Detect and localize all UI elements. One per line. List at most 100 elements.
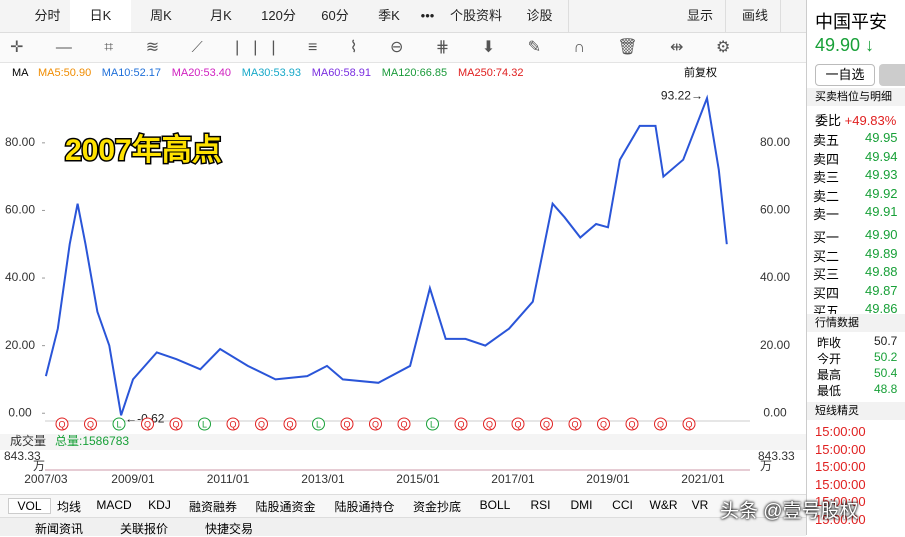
event-marker [625,417,639,431]
order-price: 49.94 [865,148,898,164]
order-row: 买二 49.89 [807,246,905,265]
tab[interactable]: 日K [70,0,132,32]
ma-label: MA [12,67,29,79]
indicator-tab[interactable]: 陆股通持仓 [334,500,395,514]
tab[interactable]: 显示 [675,0,726,32]
indicator-tab[interactable]: W&R [649,498,678,512]
indicator-tab[interactable]: 陆股通资金 [255,500,316,514]
ma-item: MA30:53.93 [241,67,302,79]
event-marker-label: Q [543,419,550,429]
tab[interactable]: ••• [414,0,442,32]
indicator-tab[interactable]: KDJ [148,498,171,512]
volume-header [0,434,806,450]
order-row: 买三 49.88 [807,264,905,283]
tab[interactable]: 分时 [25,0,71,32]
indicator-tab[interactable]: VR [691,498,709,512]
bottom-tab[interactable]: 快捷交易 [205,522,254,536]
watch-button[interactable]: 一自选 [815,64,875,86]
event-marker-label: Q [172,419,179,429]
volume-unit: 万 [33,459,45,473]
order-label: 卖一 [813,207,840,222]
event-marker-label: Q [58,419,65,429]
order-row: 卖三 49.93 [807,167,905,186]
order-label: 卖三 [813,170,840,185]
event-marker-label: Q [628,419,635,429]
x-tick-label: 2015/01 [396,472,440,486]
indicator-tab[interactable]: VOL [8,498,51,514]
tab[interactable]: 个股资料 [441,0,512,32]
tab[interactable]: 诊股 [511,0,569,32]
indicator-tab[interactable]: MACD [96,498,132,512]
ma-item: MA60:58.91 [311,67,372,79]
order-label: 卖四 [813,151,840,167]
order-row: 卖五 49.95 [807,130,905,149]
ma-item: MA120:66.85 [381,67,448,79]
order-price: 49.93 [865,167,898,182]
event-marker [312,417,325,431]
event-marker [84,417,97,431]
event-marker-label: Q [514,419,521,429]
stat-value: 50.2 [874,350,898,364]
event-marker [369,417,382,431]
indicator-tab[interactable]: 均线 [56,500,81,514]
order-price: 49.86 [865,301,898,316]
event-marker-label: Q [685,419,692,429]
event-marker [654,417,667,431]
order-row: 买一 49.90 [807,227,905,246]
volume-label: 成交量 [10,433,46,448]
ratio-label: 委比 [815,113,842,128]
indicator-tab[interactable]: RSI [530,498,551,512]
ma-item: MA20:53.40 [171,67,232,79]
event-marker-label: Q [486,419,493,429]
order-row: 卖二 49.92 [807,186,905,205]
bottom-tab[interactable]: 关联报价 [120,522,169,536]
stock-name: 中国平安 [815,12,887,32]
order-row: 卖一 49.91 [807,204,905,223]
indicator-tab[interactable]: BOLL [479,498,511,512]
indicator-tab[interactable]: DMI [570,498,593,512]
event-marker-label: Q [87,419,94,429]
event-marker [682,417,696,431]
y-tick-label-right: 40.00 [760,270,790,284]
time: 15:00:00 [815,441,866,457]
event-marker-label: Q [372,419,379,429]
order-price: 49.89 [865,245,898,261]
tab[interactable]: 120分 [251,0,307,32]
event-marker [540,417,553,431]
x-tick-label: 2017/01 [491,472,535,486]
stat-label: 最低 [817,384,842,398]
indicator-tab[interactable]: 融资融券 [188,500,237,514]
event-marker-label: L [430,419,435,429]
event-marker [198,417,211,431]
section-header: 行情数据 [807,314,905,332]
tab[interactable]: 画线 [730,0,781,32]
y-tick-label-right: 60.00 [760,203,790,217]
order-row: 买四 49.87 [807,283,905,302]
event-marker-label: Q [343,419,350,429]
tab[interactable]: 60分 [306,0,365,32]
event-marker [226,417,240,431]
volume-max-right: 843.33 [758,449,795,463]
adjust-label: 前复权 [684,67,717,79]
order-label: 买二 [813,248,840,264]
event-marker-label: Q [286,419,293,429]
indicator-tab[interactable]: 资金抄底 [412,500,461,514]
stat-row: 昨收 50.7 [807,334,905,353]
stat-value: 50.7 [874,334,898,348]
button[interactable] [879,64,905,86]
x-tick-label: 2021/01 [681,472,725,486]
stat-label: 昨收 [817,336,842,350]
time: 15:00:00 [815,476,866,492]
event-marker-label: L [202,419,207,429]
headline: 2007年高点 [65,134,222,167]
event-marker [255,417,268,431]
order-price: 49.90 [865,227,898,242]
event-marker [55,417,69,431]
indicator-tab[interactable]: CCI [612,498,633,512]
ma-item: MA5:50.90 [38,67,92,79]
price: 49.90 ↓ [815,35,874,56]
event-marker-label: Q [400,419,407,429]
high-label: 93.22→ [661,88,703,102]
bottom-tab[interactable]: 新闻资讯 [35,522,84,536]
event-marker [568,417,582,431]
